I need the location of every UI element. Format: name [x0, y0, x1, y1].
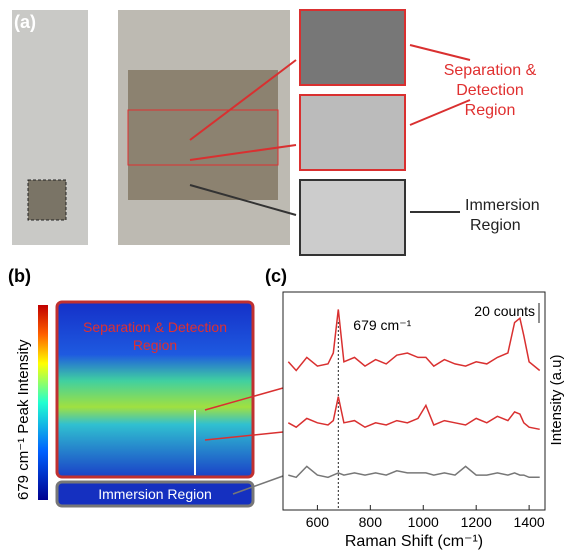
y-axis-label: Intensity (a.u)	[548, 355, 565, 446]
region-label: Immersion Region	[98, 486, 212, 502]
immersion-bar	[55, 480, 255, 508]
sem-image	[299, 9, 406, 86]
annotation: 679 cm⁻¹	[353, 317, 411, 333]
sample	[27, 179, 67, 221]
colorbar	[38, 305, 48, 500]
spectrum	[287, 396, 540, 431]
annotation: Detection	[456, 82, 524, 99]
x-axis-label: Raman Shift (cm⁻¹)	[345, 533, 483, 550]
panel-label: (b)	[8, 266, 31, 286]
annotation: Region	[470, 217, 521, 234]
x-tick-label: 1400	[514, 514, 545, 530]
annotation: Separation & Detection Region	[444, 62, 537, 119]
sem-image	[299, 94, 406, 171]
annotation: Separation &	[444, 62, 537, 79]
x-tick-label: 1200	[461, 514, 492, 530]
arrows	[204, 387, 284, 441]
annotation: Immersion	[465, 197, 540, 214]
heatmap	[55, 300, 255, 479]
arrows	[189, 44, 471, 161]
arrow	[232, 475, 284, 495]
arrows	[189, 184, 460, 216]
panel-label: (a)	[14, 12, 36, 32]
region-label: Region	[133, 337, 177, 353]
region-box	[127, 109, 279, 166]
sem-image	[299, 179, 406, 256]
x-tick-label: 800	[359, 514, 383, 530]
spectrum	[288, 465, 540, 479]
plot-frame	[282, 291, 546, 511]
colorbar-label: 679 cm⁻¹ Peak Intensity	[15, 339, 32, 500]
panel-label: (c)	[265, 266, 287, 286]
spectrum	[287, 309, 541, 372]
region-label: Separation & Detection	[83, 319, 227, 335]
scale-bar: 20 counts	[474, 303, 535, 319]
annotation: Region	[465, 102, 516, 119]
x-tick-label: 1000	[408, 514, 439, 530]
x-tick-label: 600	[306, 514, 330, 530]
